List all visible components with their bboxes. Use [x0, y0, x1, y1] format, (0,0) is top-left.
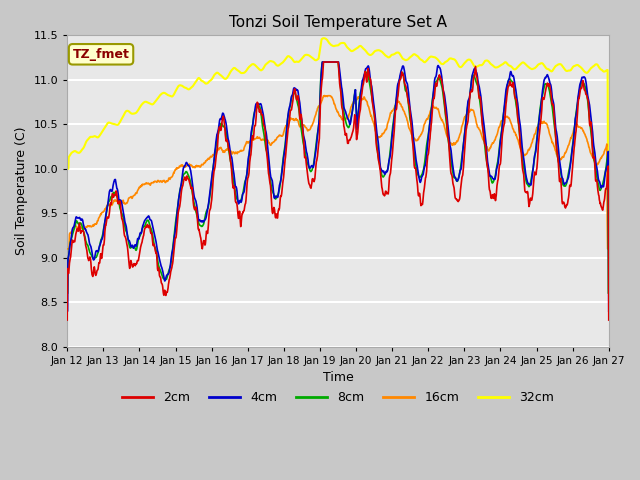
16cm [493, 132, 501, 137]
16cm [171, 168, 179, 174]
2cm [493, 183, 501, 189]
8cm [184, 171, 191, 177]
8cm [541, 82, 548, 87]
8cm [493, 162, 501, 168]
2cm [184, 175, 191, 180]
32cm [493, 64, 501, 70]
32cm [171, 90, 179, 96]
Line: 4cm: 4cm [67, 62, 609, 311]
32cm [320, 36, 328, 41]
Text: TZ_fmet: TZ_fmet [72, 48, 129, 61]
16cm [184, 162, 191, 168]
Y-axis label: Soil Temperature (C): Soil Temperature (C) [15, 127, 28, 255]
Line: 32cm: 32cm [67, 38, 609, 169]
X-axis label: Time: Time [323, 372, 353, 384]
8cm [319, 59, 326, 65]
Title: Tonzi Soil Temperature Set A: Tonzi Soil Temperature Set A [229, 15, 447, 30]
4cm [171, 233, 179, 239]
2cm [63, 317, 71, 323]
32cm [541, 64, 548, 70]
4cm [605, 308, 612, 314]
8cm [605, 290, 612, 296]
2cm [541, 92, 548, 98]
8cm [244, 160, 252, 166]
16cm [63, 246, 71, 252]
8cm [171, 230, 179, 236]
16cm [321, 93, 328, 98]
Line: 2cm: 2cm [67, 62, 609, 320]
4cm [244, 156, 252, 162]
4cm [541, 76, 548, 82]
4cm [184, 162, 191, 168]
32cm [63, 166, 71, 172]
2cm [244, 174, 252, 180]
2cm [319, 59, 327, 65]
16cm [244, 140, 252, 146]
Line: 16cm: 16cm [67, 96, 609, 249]
8cm [63, 290, 71, 296]
32cm [184, 86, 191, 92]
8cm [422, 145, 430, 151]
16cm [605, 246, 612, 252]
32cm [422, 58, 430, 64]
4cm [493, 165, 501, 170]
Legend: 2cm, 4cm, 8cm, 16cm, 32cm: 2cm, 4cm, 8cm, 16cm, 32cm [117, 386, 559, 409]
32cm [244, 65, 252, 71]
2cm [605, 317, 612, 323]
2cm [171, 243, 179, 249]
2cm [422, 171, 430, 177]
Line: 8cm: 8cm [67, 62, 609, 293]
16cm [541, 120, 548, 126]
16cm [422, 117, 430, 123]
4cm [422, 156, 430, 162]
32cm [605, 166, 612, 172]
4cm [319, 59, 326, 65]
4cm [63, 308, 71, 314]
